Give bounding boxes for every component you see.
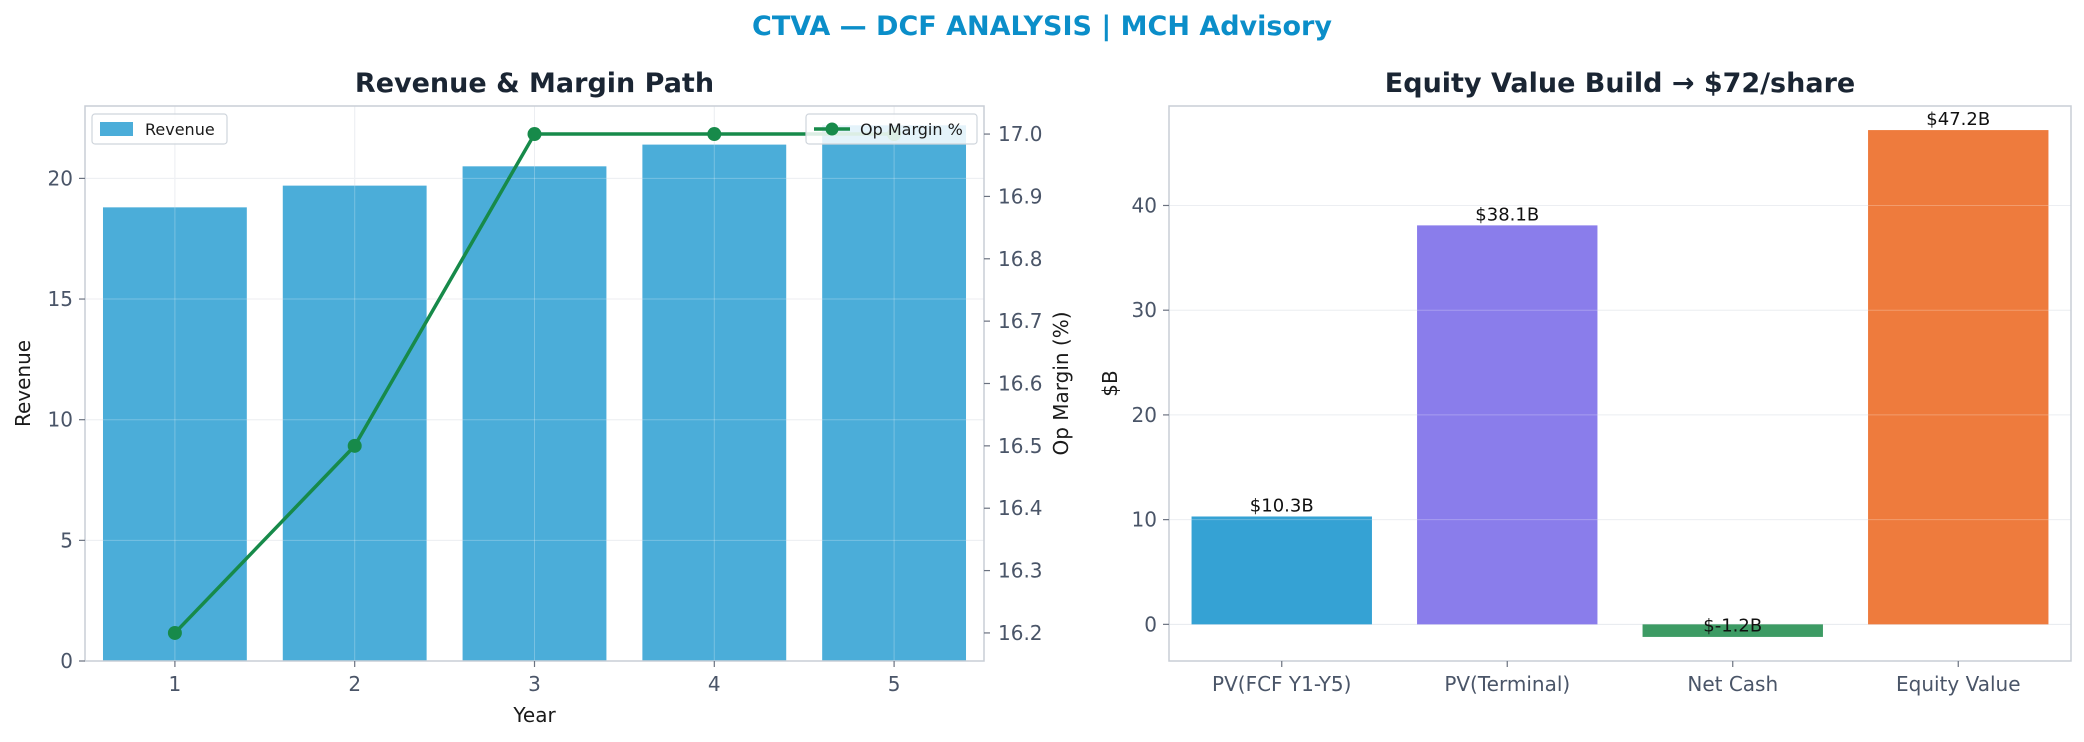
op-margin-point-year-2 [347,438,362,453]
bar-net-cash [1642,624,1823,637]
x-tick-label-net-cash: Net Cash [1687,672,1778,696]
chart2-title: Equity Value Build → $72/share [1385,68,1855,99]
x-tick-label-equity-value: Equity Value [1896,672,2021,696]
op-margin-point-year-1 [167,625,182,640]
chart1-bars [85,106,984,662]
chart2-x-ticks: PV(FCF Y1-Y5) PV(Terminal) Net Cash Equity … [1212,661,2021,696]
chart1-legend-op-margin: Op Margin % [805,113,978,145]
bar-pv-fcf-y1-y5 [1191,516,1372,625]
y2-tick-label-17: 17.0 [998,122,1043,146]
chart2-data-labels: $10.3B $38.1B $-1.2B $47.2B [1250,109,1990,636]
y-tick-label-10: 10 [1132,508,1157,532]
x-tick-label-2: 2 [348,672,361,696]
chart2-y-axis-label: $B [1098,370,1122,396]
x-tick-label-5: 5 [888,672,901,696]
equity-value-build-chart: PV(FCF Y1-Y5) PV(Terminal) Net Cash Equity … [1098,68,2072,696]
revenue-bar-year-5 [822,125,967,662]
y-tick-label-0: 0 [1144,612,1157,636]
y-tick-label-0: 0 [60,649,73,673]
y-tick-label-30: 30 [1132,298,1157,322]
x-tick-label-4: 4 [708,672,721,696]
figure-suptitle: CTVA — DCF ANALYSIS | MCH Advisory [752,11,1332,42]
y2-tick-label-16.7: 16.7 [998,309,1043,333]
x-tick-label-pv-terminal: PV(Terminal) [1444,672,1570,696]
y2-tick-label-16.9: 16.9 [998,184,1043,208]
chart1-x-axis-label: Year [512,703,556,727]
x-tick-label-3: 3 [528,672,541,696]
chart1-y-axis-label: Revenue [11,340,35,427]
bar-pv-terminal [1417,225,1598,625]
y-tick-label-15: 15 [48,287,73,311]
y2-tick-label-16.5: 16.5 [998,434,1043,458]
legend-label-revenue: Revenue [145,120,215,139]
y-tick-label-20: 20 [48,166,73,190]
x-tick-label-pv-fcf-y1-y5: PV(FCF Y1-Y5) [1212,672,1351,696]
chart1-x-ticks: 1 2 3 4 5 [169,661,901,696]
legend-swatch-revenue [100,122,133,136]
revenue-bar-year-4 [642,144,787,661]
data-label-equity-value: $47.2B [1926,109,1990,130]
bar-equity-value [1868,130,2049,625]
chart1-margin-line [167,127,902,640]
legend-marker-op-margin [825,122,839,136]
revenue-bar-year-2 [282,185,427,661]
chart1-y2-axis-label: Op Margin (%) [1049,311,1073,455]
x-tick-label-1: 1 [169,672,182,696]
y-tick-label-5: 5 [60,528,73,552]
y2-tick-label-16.8: 16.8 [998,247,1043,271]
y2-tick-label-16.4: 16.4 [998,496,1043,520]
data-label-net-cash: $-1.2B [1703,615,1762,636]
data-label-pv-terminal: $38.1B [1475,204,1539,225]
revenue-bar-year-3 [462,166,607,661]
data-label-pv-fcf-y1-y5: $10.3B [1250,495,1314,516]
chart1-title: Revenue & Margin Path [355,68,714,99]
chart1-y2-ticks: 16.2 16.3 16.4 16.5 16.6 16.7 16.8 16.9 17.0 [984,122,1043,645]
chart1-y-ticks: 0 5 10 15 20 [48,166,85,673]
chart1-legend-revenue: Revenue [91,113,228,145]
y2-tick-label-16.2: 16.2 [998,621,1043,645]
y-tick-label-40: 40 [1132,193,1157,217]
y2-tick-label-16.6: 16.6 [998,372,1043,396]
legend-label-op-margin: Op Margin % [860,120,963,139]
chart2-y-ticks: 0 10 20 30 40 [1132,193,1169,636]
y-tick-label-10: 10 [48,408,73,432]
y-tick-label-20: 20 [1132,403,1157,427]
op-margin-point-year-4 [707,127,722,142]
chart2-bars [1169,130,2071,637]
y2-tick-label-16.3: 16.3 [998,559,1043,583]
op-margin-point-year-3 [527,127,542,142]
chart2-axes-frame [1168,105,2072,662]
